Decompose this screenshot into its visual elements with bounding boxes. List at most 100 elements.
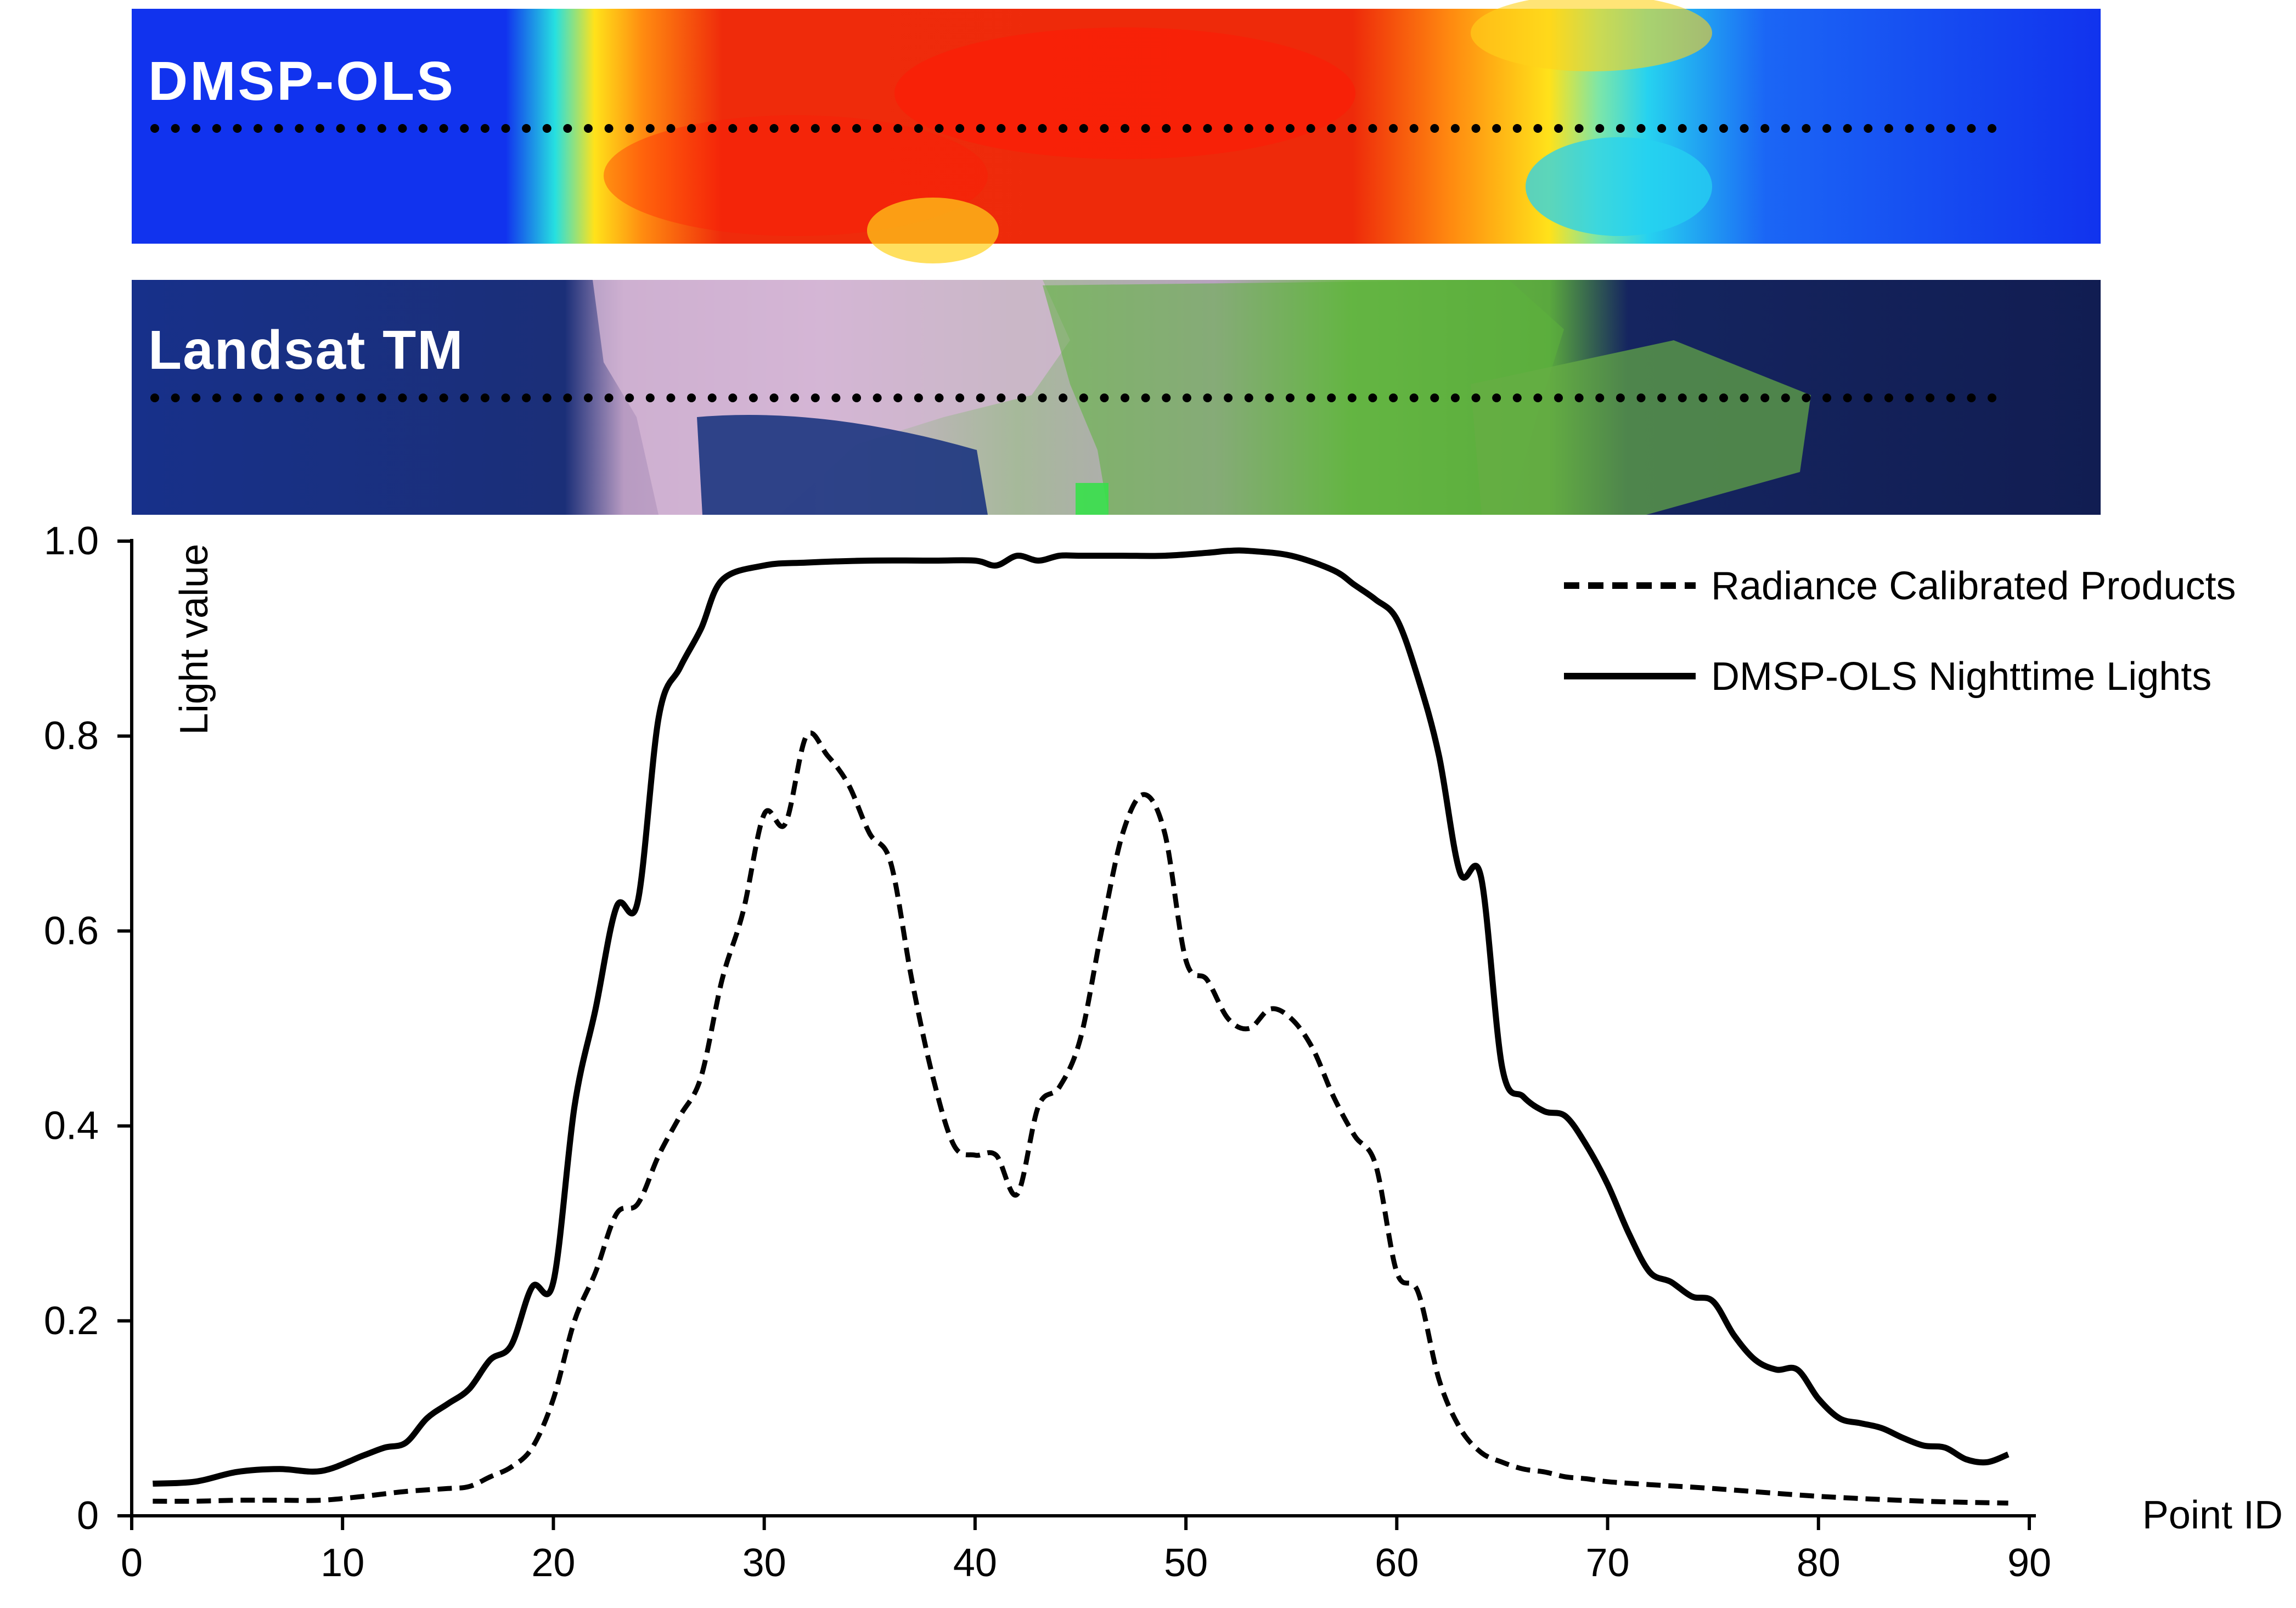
transect-dot [1100, 393, 1109, 402]
transect-dot [645, 124, 655, 133]
transect-dot [501, 124, 510, 133]
x-tick-label: 0 [121, 1541, 143, 1585]
transect-dot [1946, 393, 1955, 402]
transect-dot [1306, 393, 1315, 402]
dmsp-ols-panel: DMSP-OLS [132, 0, 2101, 263]
transect-dot [769, 393, 779, 402]
transect-dot [914, 124, 923, 133]
transect-dot [1265, 124, 1274, 133]
series-layer [153, 547, 2010, 1506]
transect-dot [1864, 124, 1873, 133]
transect-dot [1802, 124, 1811, 133]
y-tick-label: 0.2 [44, 1299, 99, 1343]
transect-dot [707, 393, 717, 402]
transect-dot [1368, 124, 1377, 133]
transect-dot [542, 124, 552, 133]
y-tick-label: 0 [77, 1494, 99, 1538]
transect-dot [1244, 393, 1253, 402]
transect-dot [831, 393, 841, 402]
transect-dot [150, 393, 159, 402]
heat-yellow-patch [1471, 0, 1712, 71]
transect-dot [1657, 393, 1667, 402]
y-tick-label: 0.8 [44, 714, 99, 758]
transect-dot [1017, 124, 1026, 133]
transect-dot [893, 393, 903, 402]
x-tick-label: 30 [742, 1541, 786, 1585]
transect-dot [212, 393, 221, 402]
heat-core [894, 27, 1355, 159]
transect-dot [1719, 124, 1728, 133]
transect-dot [522, 124, 531, 133]
transect-dot [831, 124, 841, 133]
transect-dot [1678, 124, 1687, 133]
transect-dot [811, 393, 820, 402]
transect-dot [852, 124, 862, 133]
transect-dot [1616, 393, 1625, 402]
landsat-vegetation-area [1471, 340, 1811, 515]
transect-dot [1327, 124, 1336, 133]
landsat-green-strip [1076, 483, 1108, 515]
transect-dot [1038, 393, 1047, 402]
legend: Radiance Calibrated Products DMSP-OLS Ni… [1564, 564, 2236, 699]
transect-dot [501, 393, 510, 402]
transect-dot [336, 124, 345, 133]
transect-dot [377, 124, 386, 133]
transect-dot [1347, 393, 1357, 402]
transect-dot [873, 393, 882, 402]
transect-dot [1512, 393, 1522, 402]
transect-dot [1822, 393, 1832, 402]
transect-dot [893, 124, 903, 133]
transect-dot [1884, 393, 1893, 402]
x-axis-label: Point ID [2142, 1493, 2283, 1537]
x-tick-label: 90 [2007, 1541, 2051, 1585]
dmsp-ols-label: DMSP-OLS [148, 50, 455, 112]
transect-dot [604, 393, 614, 402]
transect-dot [790, 393, 800, 402]
transect-dot [1038, 124, 1047, 133]
transect-dot [1595, 124, 1605, 133]
transect-dot [1162, 393, 1171, 402]
transect-dot [1203, 124, 1212, 133]
transect-dot [1781, 393, 1790, 402]
transect-dot [645, 393, 655, 402]
transect-dot [1450, 393, 1460, 402]
transect-dot [1409, 393, 1419, 402]
transect-dot [192, 124, 201, 133]
transect-dot [315, 124, 324, 133]
transect-dot [811, 124, 820, 133]
transect-dot [460, 124, 469, 133]
transect-dot [1162, 124, 1171, 133]
transect-dot [997, 393, 1006, 402]
transect-dot [1121, 124, 1130, 133]
transect-dot [480, 124, 489, 133]
transect-dot [873, 124, 882, 133]
transect-dot [1946, 124, 1955, 133]
transect-dot [1988, 393, 1996, 402]
transect-dot [1017, 393, 1026, 402]
x-tick-label: 70 [1586, 1541, 1630, 1585]
transect-dot [666, 124, 676, 133]
transect-dot [357, 393, 366, 402]
x-tick-label: 40 [953, 1541, 997, 1585]
transect-dot [563, 393, 572, 402]
transect-dot [728, 124, 738, 133]
transect-dot [460, 393, 469, 402]
transect-dot [1698, 393, 1708, 402]
x-tick-label: 80 [1797, 1541, 1841, 1585]
transect-dot [274, 393, 283, 402]
transect-dot [1678, 393, 1687, 402]
transect-dot [914, 393, 923, 402]
transect-dot [997, 124, 1006, 133]
transect-dot [625, 124, 634, 133]
transect-dot [233, 393, 242, 402]
y-tick-label: 0.6 [44, 909, 99, 953]
heat-yellow-patch [867, 198, 999, 263]
x-tick-label: 50 [1164, 1541, 1208, 1585]
transect-dot [1121, 393, 1130, 402]
transect-dot [212, 124, 221, 133]
transect-dot [1389, 393, 1398, 402]
transect-dot [707, 124, 717, 133]
legend-label-dmsp: DMSP-OLS Nighttime Lights [1711, 655, 2211, 699]
transect-dot [1409, 124, 1419, 133]
transect-dot [1141, 393, 1150, 402]
